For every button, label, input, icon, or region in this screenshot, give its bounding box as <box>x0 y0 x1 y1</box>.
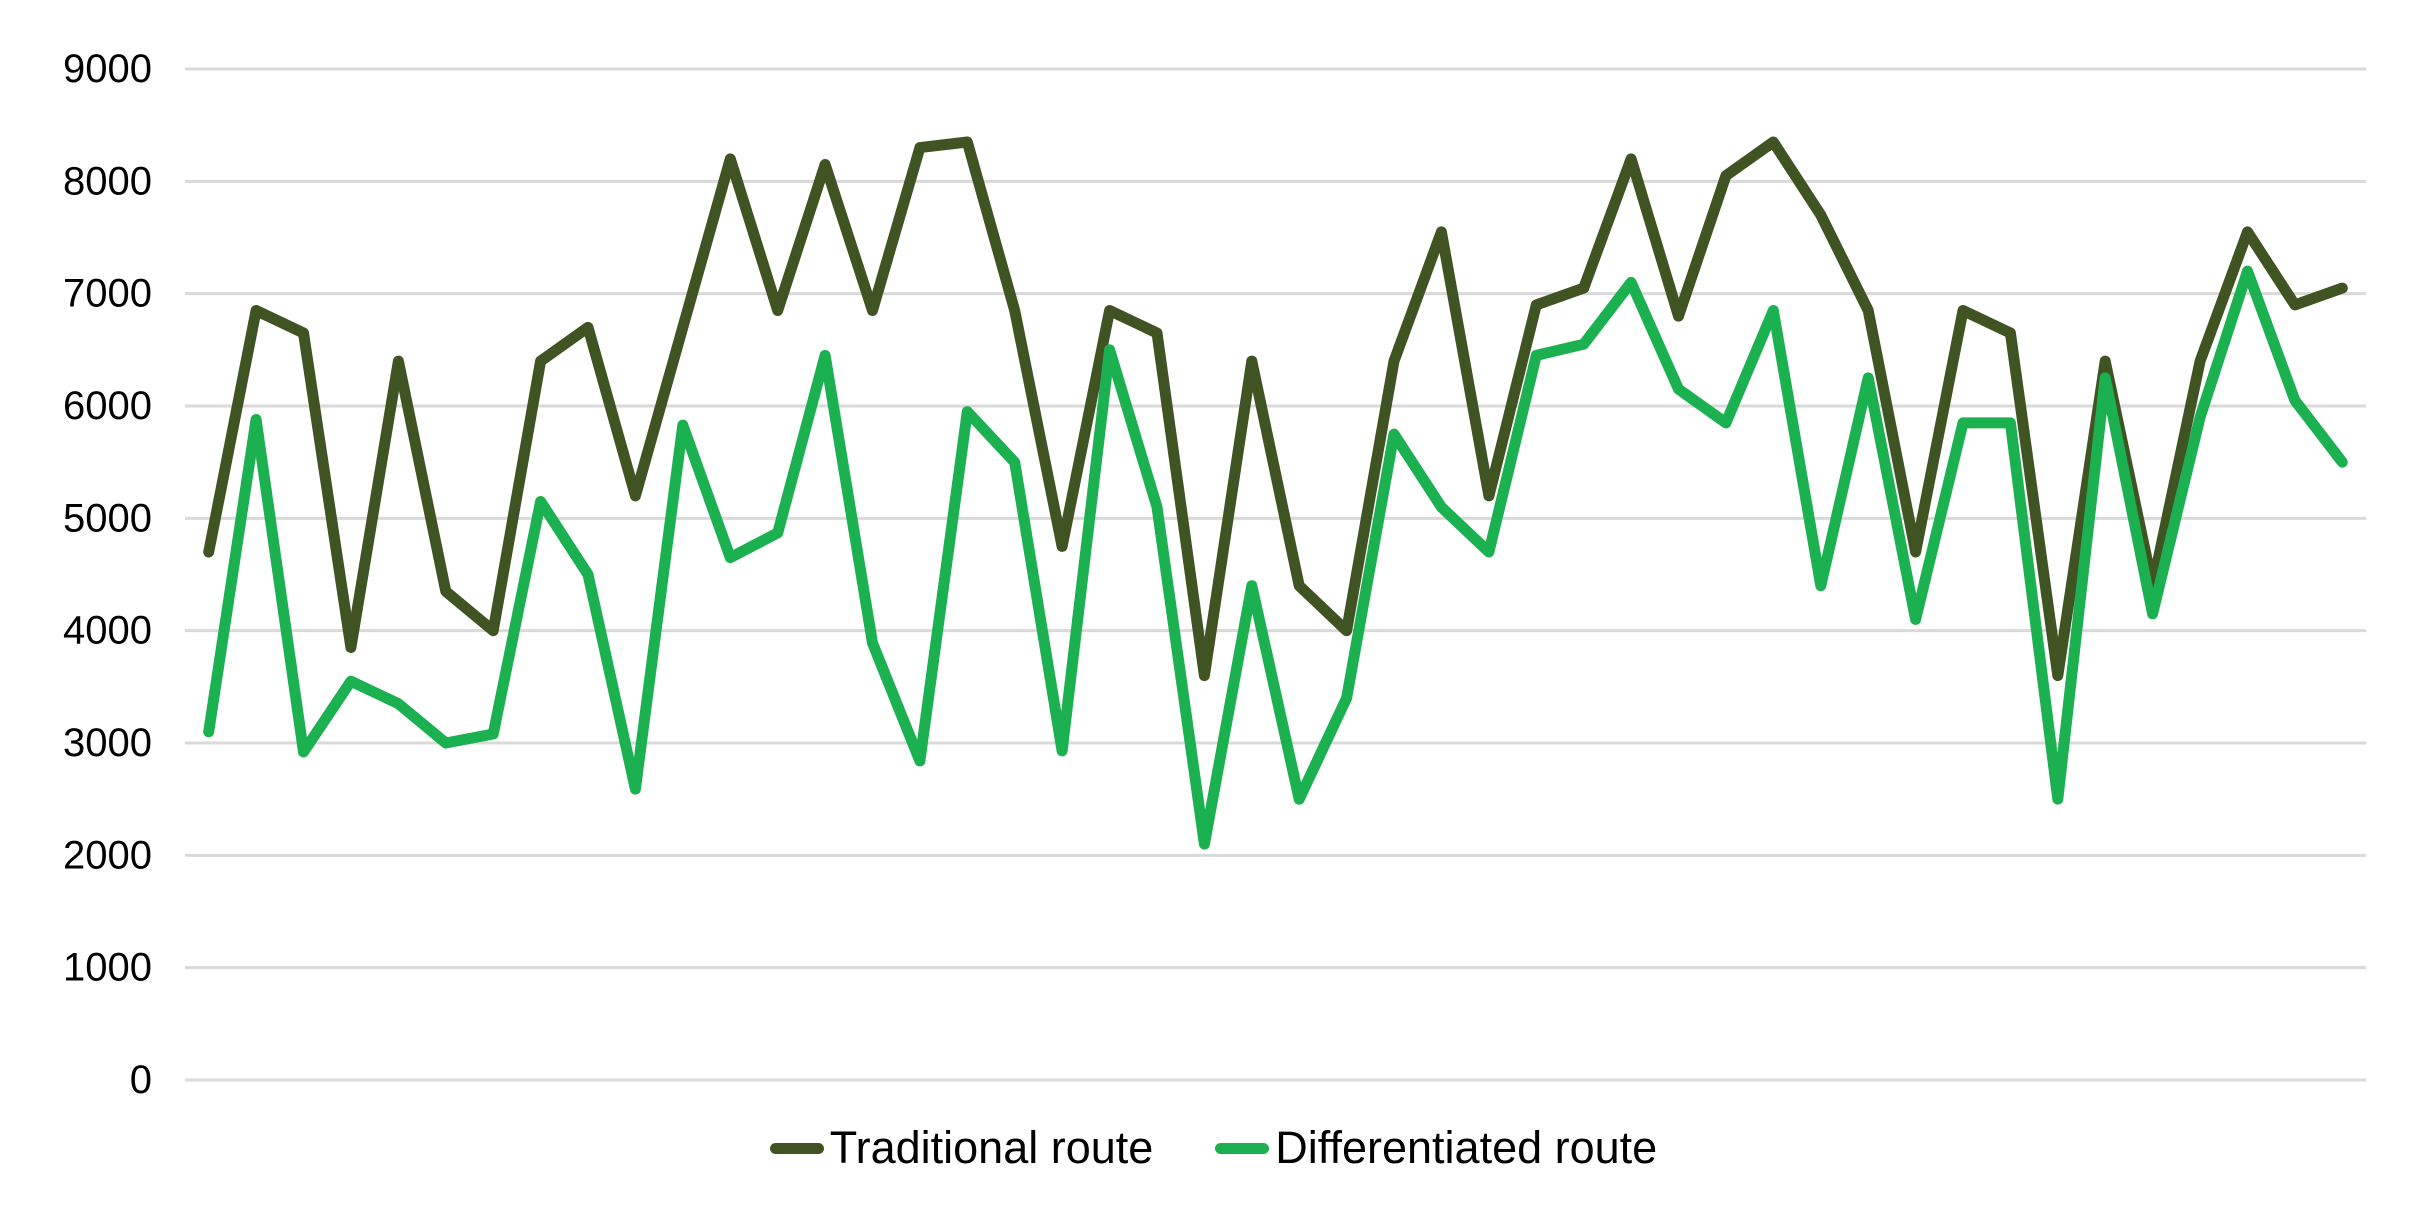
y-axis-tick-label-9000: 9000 <box>63 47 152 91</box>
y-axis-tick-label-0: 0 <box>130 1058 152 1102</box>
y-axis-tick-label-8000: 8000 <box>63 159 152 203</box>
y-axis-tick-label-5000: 5000 <box>63 496 152 540</box>
legend-item-traditional-route[interactable]: Traditional route <box>769 1122 1154 1174</box>
legend-label-traditional-route: Traditional route <box>829 1122 1154 1173</box>
plot-area: 0 1000 2000 3000 4000 5000 6000 7000 8000 9000 <box>63 47 2366 1102</box>
legend-item-differentiated-route[interactable]: Differentiated route <box>1215 1122 1657 1174</box>
y-axis-tick-label-2000: 2000 <box>63 833 152 877</box>
y-axis-tick-label-7000: 7000 <box>63 272 152 316</box>
legend: Traditional route Differentiated route <box>0 1122 2427 1174</box>
y-axis-tick-label-1000: 1000 <box>63 946 152 990</box>
y-axis-tick-label-3000: 3000 <box>63 721 152 765</box>
differentiated-route-line-swatch-icon <box>1215 1142 1270 1154</box>
y-axis-tick-label-6000: 6000 <box>63 384 152 428</box>
series-line-traditional-route <box>203 136 2348 682</box>
legend-label-differentiated-route: Differentiated route <box>1275 1122 1658 1173</box>
y-axis-tick-label-4000: 4000 <box>63 609 152 653</box>
series-line-differentiated-route <box>203 265 2348 850</box>
traditional-route-line-swatch-icon <box>769 1142 824 1154</box>
